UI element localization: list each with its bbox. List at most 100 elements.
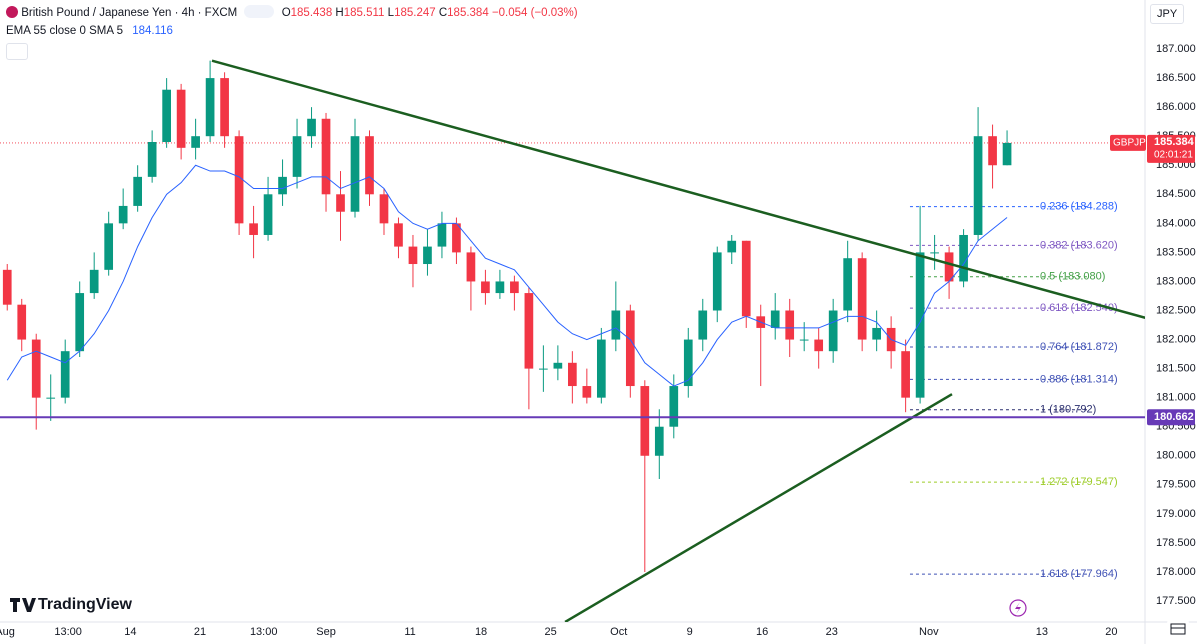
x-tick-label: 13:00: [250, 626, 278, 638]
trendline: [564, 393, 953, 622]
symbol-tag-label: GBPJPY: [1113, 138, 1153, 149]
x-tick-label: 18: [475, 626, 487, 638]
candle-body: [727, 240, 737, 253]
countdown-label: 02:01:21: [1154, 150, 1193, 161]
x-tick-label: Oct: [610, 626, 627, 638]
plot: 0.236 (184.288) 0.382 (183.620) 0.5 (183.0…: [0, 59, 1145, 622]
fib-label: 0.886 (181.314): [1040, 373, 1118, 385]
candle-body: [292, 136, 302, 177]
candle-body: [176, 89, 186, 148]
candle-body: [683, 339, 693, 387]
ohlc-key: L: [387, 7, 395, 19]
flag-icon: [6, 6, 18, 18]
fib-label: 0.236 (184.288): [1040, 201, 1118, 213]
y-tick-label: 178.000: [1156, 566, 1196, 578]
candle-body: [596, 339, 606, 398]
x-tick-label: Nov: [919, 626, 939, 638]
ohlc-value: 185.438: [290, 7, 333, 19]
ohlc-value: 185.511: [343, 7, 385, 19]
indicator-row: EMA 55 close 0 SMA 5 184.116: [6, 25, 173, 37]
candle-body: [2, 269, 12, 305]
candle-body: [698, 310, 708, 340]
candle-body: [408, 246, 418, 265]
candle-body: [133, 176, 143, 206]
ohlc: O185.438 H185.511 L185.247 C185.384: [282, 7, 492, 19]
candle-body: [611, 310, 621, 340]
fib-label: 0.764 (181.872): [1040, 341, 1118, 353]
change: −0.054 (−0.03%): [491, 7, 578, 19]
x-tick-label: 16: [756, 626, 768, 638]
currency-button[interactable]: JPY: [1150, 4, 1185, 24]
candle-body: [437, 223, 447, 247]
x-tick-label: 25: [544, 626, 556, 638]
x-tick-label: 9: [687, 626, 693, 638]
trendline: [211, 59, 1145, 320]
candle-body: [147, 142, 157, 177]
y-tick-label: 184.500: [1156, 188, 1196, 200]
x-tick-label: 23: [826, 626, 838, 638]
candle-body: [46, 397, 56, 399]
symbol-tag: [1110, 134, 1146, 151]
candle-body: [1002, 142, 1012, 166]
y-tick-label: 178.500: [1156, 537, 1196, 549]
candle-body: [654, 426, 664, 456]
x-tick-label: 20: [1105, 626, 1117, 638]
candle-body: [31, 339, 41, 398]
y-tick-label: 183.500: [1156, 246, 1196, 258]
candle-body: [104, 223, 114, 270]
candle-body: [60, 351, 70, 398]
candle-body: [814, 339, 824, 352]
candle-body: [191, 136, 200, 148]
candle-body: [205, 78, 215, 137]
candle-body: [915, 252, 925, 398]
candle-body: [959, 234, 968, 282]
collapse-button[interactable]: [6, 43, 28, 60]
fib-label: 1.618 (177.964): [1040, 568, 1118, 580]
candle-body: [524, 293, 534, 369]
candle-body: [365, 136, 374, 195]
symbol-title[interactable]: British Pound / Japanese Yen · 4h · FXCM: [21, 7, 238, 19]
candle-body: [872, 327, 881, 340]
candle-body: [741, 240, 751, 317]
indicator-name[interactable]: EMA 55 close 0 SMA 5: [6, 25, 123, 37]
candle-body: [481, 281, 490, 294]
x-tick-label: 13: [1036, 626, 1048, 638]
market-status[interactable]: [244, 5, 275, 18]
candle-body: [843, 258, 853, 311]
symbol-row: British Pound / Japanese Yen · 4h · FXCM…: [6, 5, 578, 19]
candle-body: [553, 362, 563, 369]
y-tick-label: 181.500: [1156, 363, 1196, 375]
logo-mark: [10, 598, 36, 612]
y-tick-label: 182.000: [1156, 333, 1196, 345]
x-tick-label: 11: [404, 626, 415, 638]
candle-body: [307, 118, 316, 137]
ohlc-key: C: [438, 7, 448, 19]
candle-body: [263, 194, 273, 235]
calendar-icon: [1170, 623, 1186, 635]
candle-body: [350, 136, 360, 212]
candle-body: [220, 78, 229, 137]
y-tick-label: 181.000: [1156, 392, 1196, 404]
fib-label: 0.5 (183.080): [1040, 271, 1105, 283]
y-tick-label: 180.000: [1156, 450, 1196, 462]
lightning: [1015, 602, 1021, 614]
candle-body: [973, 136, 983, 235]
candle-body: [495, 281, 505, 294]
candle-body: [452, 223, 461, 253]
x-tick-label: Sep: [316, 626, 336, 638]
settings-button[interactable]: [1167, 620, 1189, 638]
y-tick-label: 184.000: [1156, 217, 1196, 229]
candle-body: [423, 246, 432, 265]
candle-body: [89, 269, 99, 294]
y-tick-label: 179.000: [1156, 508, 1196, 520]
candle-body: [75, 293, 85, 352]
y-tick-label: 186.500: [1156, 72, 1196, 84]
alert-icon[interactable]: [1009, 599, 1027, 617]
fib-label: 0.382 (183.620): [1040, 239, 1118, 251]
candle-body: [944, 252, 954, 282]
candle-body: [568, 362, 577, 387]
candle-body: [278, 176, 287, 195]
candle-body: [930, 252, 939, 254]
